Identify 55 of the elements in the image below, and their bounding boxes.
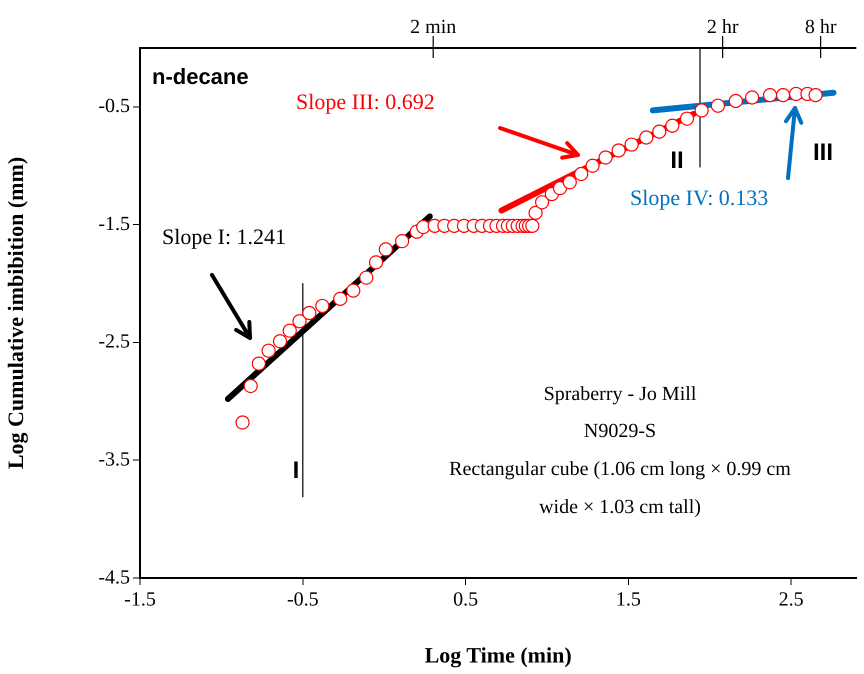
text: Slope IV: 0.133 [630,185,768,210]
point [315,298,330,314]
y-tick-label: -1.5 [98,212,130,235]
point [612,143,626,158]
annotation: Spraberry - Jo Mill [544,383,697,405]
x-axis-title: Log Time (min) [424,642,572,668]
ref-line-label: 2 min [410,16,456,38]
point [585,158,600,173]
text: Slope I: 1.241 [162,224,286,249]
annotation: II [670,147,684,174]
point [378,242,393,256]
x-tick-label: 2.5 [778,588,804,610]
point [808,88,823,102]
point [776,88,790,102]
y-tick-label: -4.5 [98,566,130,588]
point [680,112,694,126]
point [346,284,360,298]
point [252,356,266,371]
point [368,255,384,270]
point [333,292,348,306]
annotation: III [812,139,834,166]
y-tick-label: -3.5 [98,448,130,470]
point [639,130,654,145]
point [244,378,258,394]
point [728,94,743,108]
annotation: Rectangular cube (1.06 cm long × 0.99 cm wide × 1.03 cm tall) [449,458,792,518]
point [652,124,666,139]
point [762,88,778,102]
text: Slope III: 0.692 [296,89,435,114]
y-tick-label: -0.5 [98,95,130,118]
point [598,150,613,165]
point [788,86,804,102]
x-tick-label: -1.5 [124,588,156,610]
point [710,98,726,113]
point [359,270,374,285]
point [624,137,639,152]
ref-line-label: 8 hr [804,16,837,38]
x-tick-label: 1.5 [616,588,641,610]
point [665,118,680,133]
annotation: I [292,457,300,484]
point [562,175,577,190]
x-tick-label: -0.5 [286,588,319,610]
point [395,234,410,248]
y-tick-label: -2.5 [98,330,130,353]
y-axis-title: Log Cumulative imbibition (mm) [2,156,28,470]
point [574,166,588,182]
point [694,103,709,118]
point [416,220,430,234]
x-tick-label: 0.5 [453,588,478,610]
annotation: n-decane [152,64,249,89]
ref-line-label: 2 hr [706,16,739,38]
point [745,90,760,105]
point [525,218,540,233]
annotation: N9029-S [584,420,656,442]
point [292,314,307,328]
